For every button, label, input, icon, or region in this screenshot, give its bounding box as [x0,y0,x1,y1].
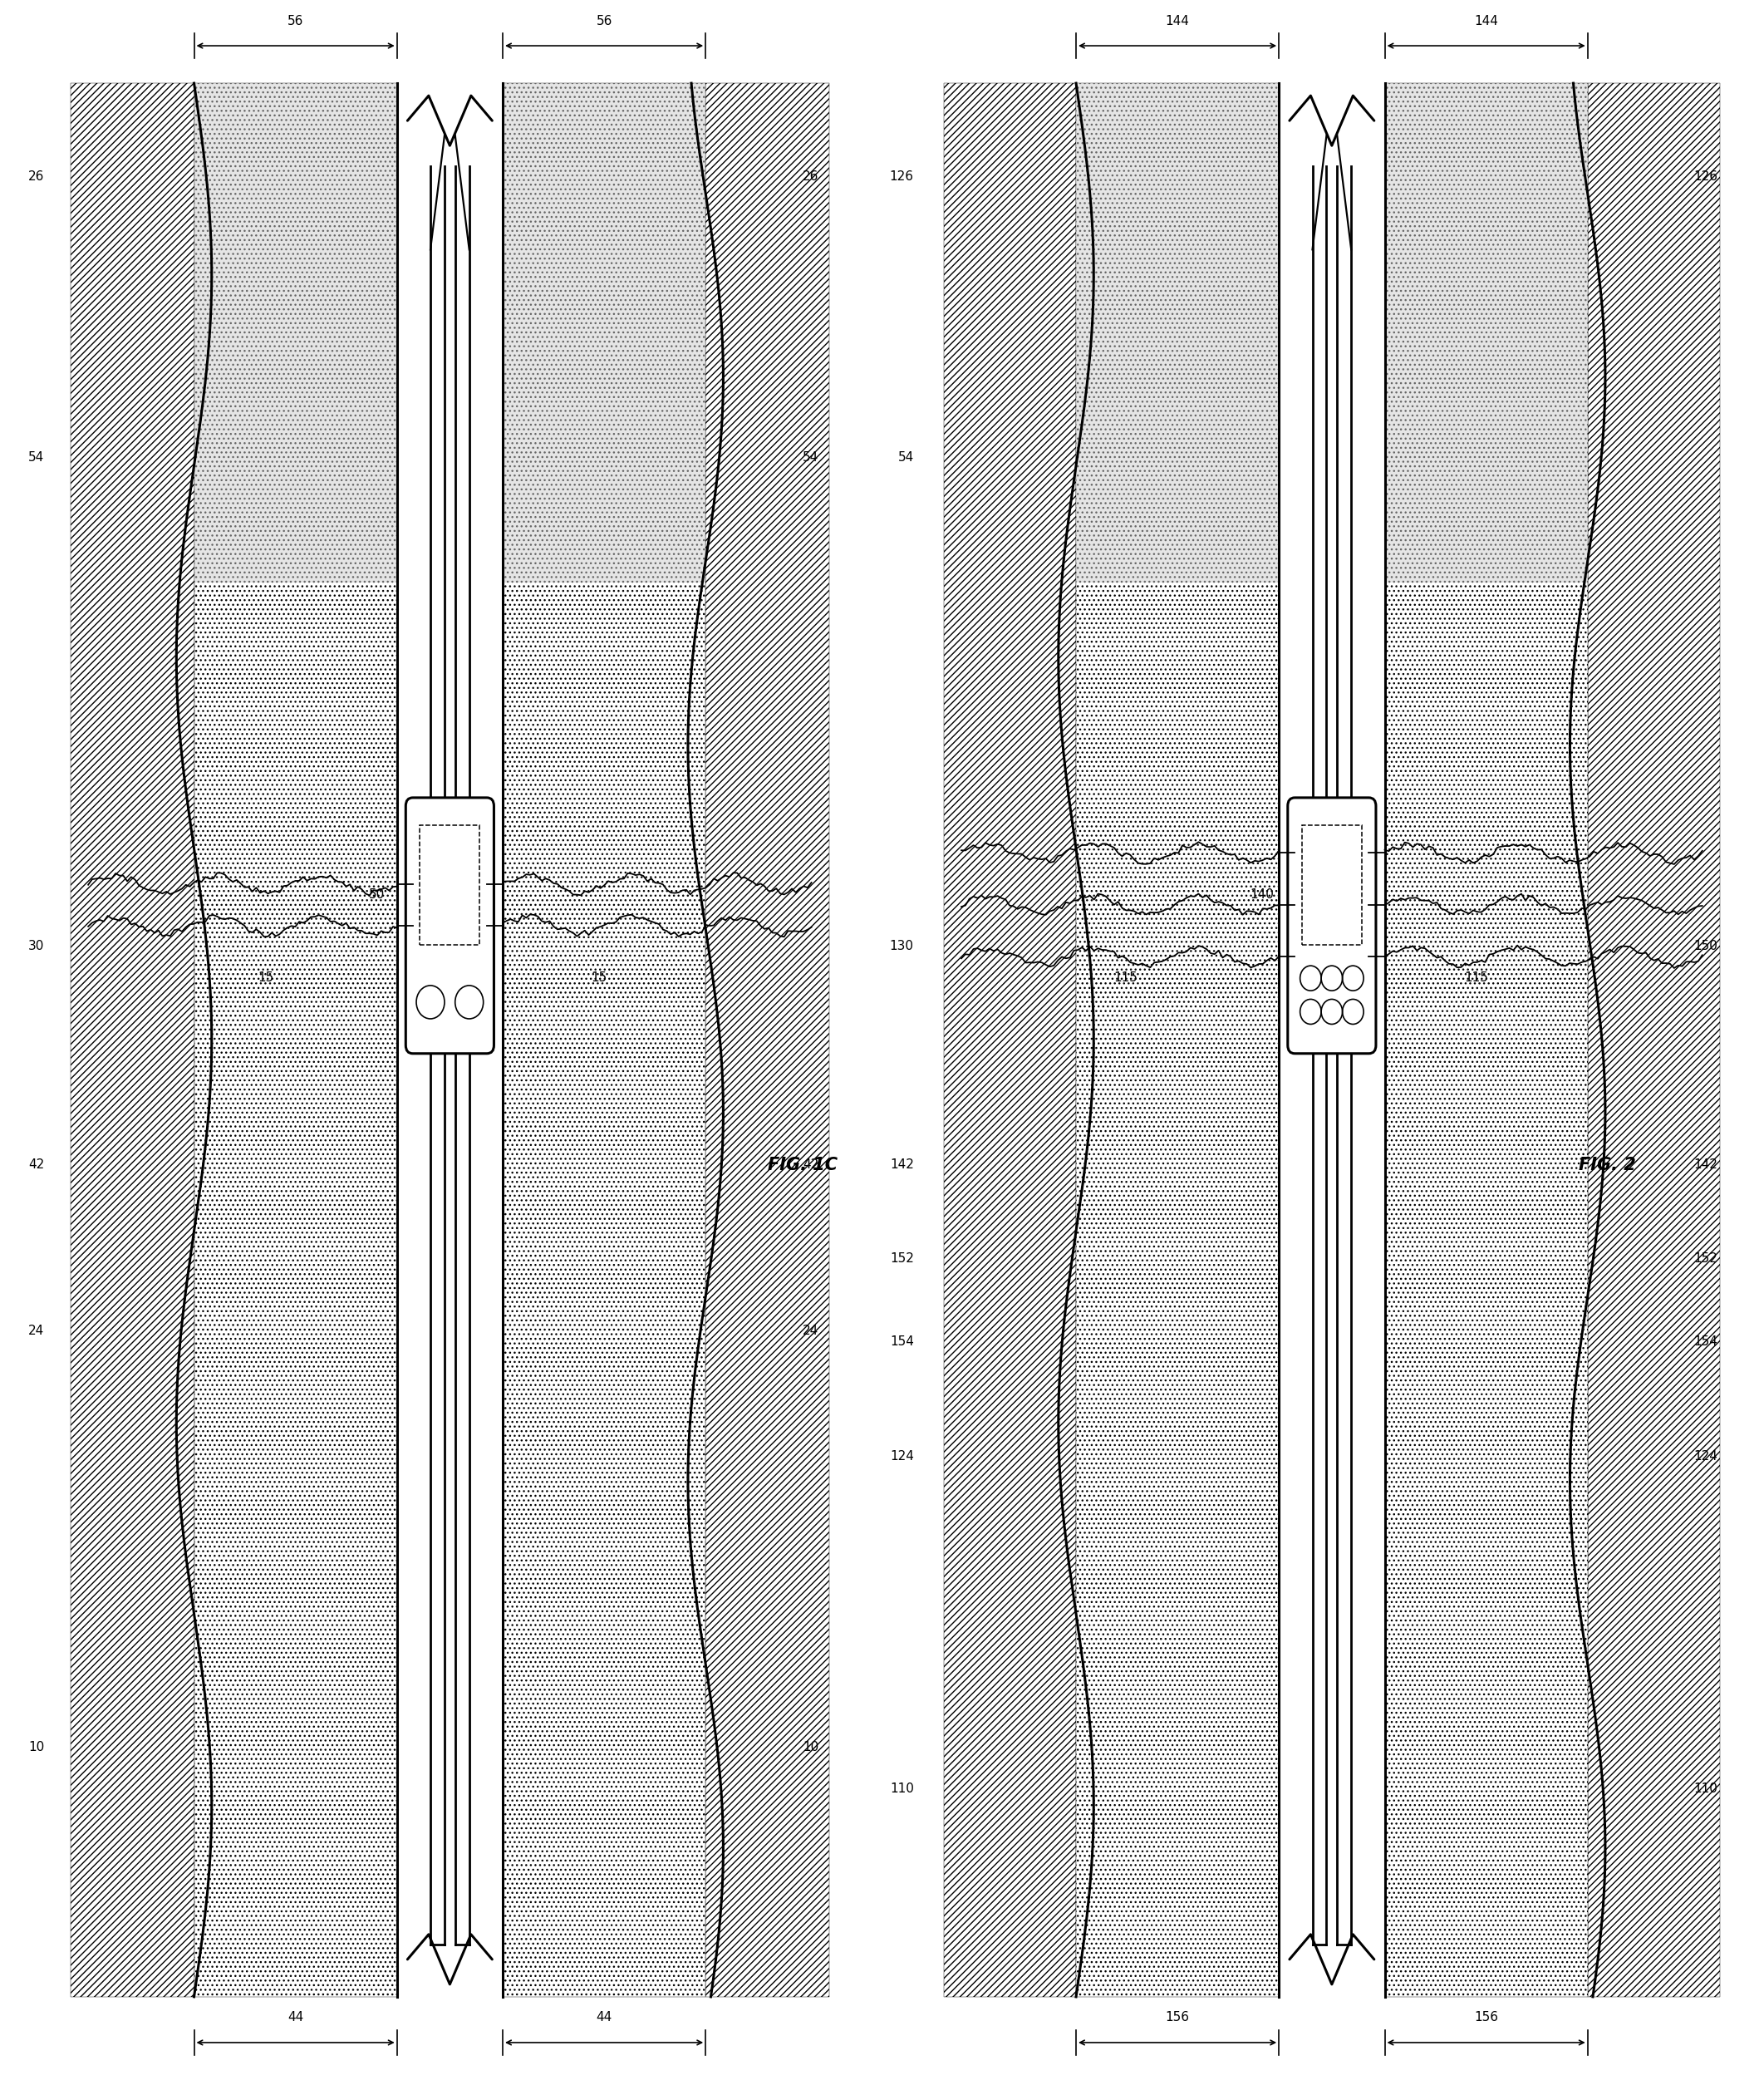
Text: 152: 152 [1693,1252,1718,1265]
Text: 54: 54 [28,451,44,464]
Text: 50: 50 [369,888,385,901]
Text: 110: 110 [889,1783,914,1795]
Bar [1385,83,1588,1997]
Bar [1385,83,1588,582]
Bar [944,83,1076,1997]
Text: 24: 24 [803,1325,818,1337]
Bar [1588,83,1720,1997]
Bar [194,83,397,582]
Text: 138: 138 [1319,888,1344,901]
Text: 140: 140 [1249,888,1274,901]
Text: 122: 122 [1355,327,1379,339]
Text: 44: 44 [596,2011,612,2024]
Text: 142: 142 [889,1159,914,1171]
FancyBboxPatch shape [1288,797,1376,1052]
Text: 44: 44 [288,2011,303,2024]
Text: 152: 152 [889,1252,914,1265]
Text: 26: 26 [28,171,44,183]
Text: 56: 56 [596,15,612,27]
Text: 20: 20 [476,555,492,568]
Text: 22: 22 [476,327,492,339]
Text: 24: 24 [28,1325,44,1337]
Bar [706,83,829,1997]
Text: 52: 52 [432,888,448,901]
Text: 26: 26 [803,171,818,183]
Bar [420,826,480,944]
Text: 156: 156 [1475,2011,1498,2024]
Text: 124: 124 [1693,1450,1718,1462]
Bar [1076,83,1279,1997]
Text: 42: 42 [803,1159,818,1171]
Text: 42: 42 [28,1159,44,1171]
Text: 156: 156 [1166,2011,1189,2024]
Text: 56: 56 [288,15,303,27]
FancyBboxPatch shape [406,797,494,1052]
Text: 154: 154 [1693,1335,1718,1348]
Text: 126: 126 [1693,171,1718,183]
Text: FIG. 1C: FIG. 1C [767,1156,838,1173]
Text: 154: 154 [889,1335,914,1348]
Text: 130: 130 [889,940,914,953]
Text: 15: 15 [591,971,607,984]
Text: 144: 144 [1166,15,1189,27]
Bar [944,83,1720,1997]
Text: 144: 144 [1475,15,1498,27]
Text: 15: 15 [258,971,273,984]
Text: 54: 54 [898,451,914,464]
Text: 142: 142 [1693,1159,1718,1171]
Bar [1279,83,1385,1997]
Bar [1076,83,1279,582]
Bar [503,83,706,582]
Text: 126: 126 [889,171,914,183]
Bar [503,83,706,1997]
Bar [71,83,829,1997]
Text: 110: 110 [1693,1783,1718,1795]
Text: 120: 120 [1355,555,1379,568]
Text: 10: 10 [803,1741,818,1753]
Text: 54: 54 [803,451,818,464]
Text: FIG. 2: FIG. 2 [1579,1156,1635,1173]
Bar [1302,826,1362,944]
Text: 115: 115 [1464,971,1489,984]
Bar [397,83,503,1997]
Text: 115: 115 [1113,971,1138,984]
Bar [71,83,194,1997]
Bar [194,83,397,1997]
Text: 30: 30 [28,940,44,953]
Text: 150: 150 [1693,940,1718,953]
Text: 10: 10 [28,1741,44,1753]
Text: 124: 124 [889,1450,914,1462]
